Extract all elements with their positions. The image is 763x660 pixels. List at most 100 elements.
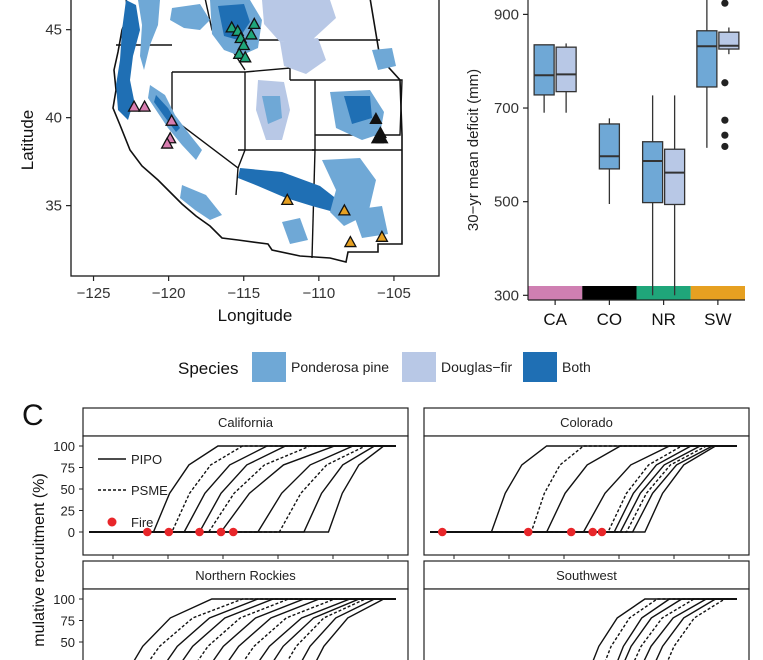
pipo-curve	[655, 598, 737, 660]
legend-label-douglas: Douglas−fir	[441, 359, 513, 375]
species-legend: Species Ponderosa pine Douglas−fir Both	[178, 352, 591, 382]
legend-swatch-ponderosa	[252, 352, 286, 382]
box-region-bars	[528, 286, 745, 300]
fire-point	[437, 527, 447, 537]
facet-strip-title: Colorado	[560, 415, 613, 430]
box-x-tick-label: CA	[543, 310, 567, 329]
site-marker-nr	[247, 17, 261, 30]
box-outlier	[721, 116, 729, 124]
site-marker-ca	[165, 113, 179, 126]
pipo-curve	[182, 598, 396, 660]
psme-curve	[243, 598, 396, 660]
facet-curves	[592, 598, 737, 660]
map-x-tick-label: −125	[77, 285, 111, 302]
pipo-curve	[624, 598, 737, 660]
fire-point	[588, 527, 598, 537]
box-y-tick-label: 700	[494, 100, 519, 117]
map-y-tick-label: 35	[45, 198, 62, 215]
panel-c-label: C	[22, 399, 44, 432]
legend-label-ponderosa: Ponderosa pine	[291, 359, 389, 375]
site-marker-ca	[138, 99, 152, 112]
map-x-tick-label: −105	[377, 285, 411, 302]
legend-swatch-both	[523, 352, 557, 382]
facet-y-tick-label: 75	[61, 461, 75, 476]
site-marker-ca	[127, 99, 141, 112]
map-y-tick-label: 45	[45, 22, 62, 39]
map-x-tick-label: −110	[302, 285, 335, 302]
fire-point	[164, 527, 174, 537]
facet-plot-border	[82, 435, 409, 556]
fire-point	[195, 527, 204, 537]
recruitment-facets: California 100 75 50 25 0 Colorado Northern Roc…	[53, 407, 750, 660]
fire-point	[143, 527, 152, 537]
fire-point	[523, 527, 533, 537]
psme-curve	[634, 598, 737, 660]
forest-socal	[180, 185, 222, 220]
facet-y-tick-label: 75	[61, 614, 75, 629]
site-marker-nr	[232, 46, 246, 59]
psme-curve	[89, 445, 396, 533]
box-x-ticks: CA CO NR SW	[543, 300, 732, 329]
site-marker-sw	[375, 229, 389, 242]
legend-fire-label: Fire	[131, 515, 153, 530]
map-sites	[127, 17, 389, 248]
box-x-tick-label: SW	[704, 310, 731, 329]
facet-y-tick-label: 100	[53, 592, 75, 607]
forest-utah-core	[262, 96, 282, 124]
pipo-curve	[430, 445, 737, 533]
facet-plot-border	[423, 588, 750, 660]
forest-cascades	[138, 0, 160, 70]
psme-curve	[89, 445, 396, 533]
facet-y-tick-label: 0	[68, 525, 75, 540]
pipo-curve	[643, 598, 737, 660]
box-x-tick-label: CO	[597, 310, 623, 329]
box-y-tick-label: 300	[494, 287, 519, 304]
box-body	[641, 141, 664, 204]
recruitment-ylabel: mulative recruitment (%)	[31, 473, 48, 646]
map-frame	[70, 0, 440, 277]
psme-curve	[430, 445, 737, 533]
box-outlier	[721, 142, 729, 151]
site-marker-sw	[343, 235, 357, 248]
pipo-curve	[316, 598, 396, 660]
psme-curve	[667, 598, 737, 660]
forest-az-south	[282, 218, 308, 244]
facet-california: California 100 75 50 25 0	[53, 407, 409, 559]
legend-pipo-label: PIPO	[131, 452, 162, 467]
region-bar-nr	[636, 286, 691, 300]
facet-plot-border	[423, 435, 750, 556]
map-axes: −125 −120 −115 −110 −105 35 40 45	[45, 22, 411, 302]
box-body	[533, 44, 555, 96]
site-marker-co	[375, 131, 389, 144]
site-marker-nr	[237, 38, 251, 51]
site-marker-nr	[225, 20, 239, 33]
forest-blue-mtns	[170, 4, 210, 30]
forest-black-hills	[372, 48, 396, 70]
site-marker-ca	[160, 136, 174, 149]
forest-ca-coast	[116, 0, 140, 120]
facet-strip-title: Northern Rockies	[195, 568, 296, 583]
pipo-curve	[301, 598, 396, 660]
box-outlier	[721, 79, 729, 87]
site-marker-nr	[238, 50, 252, 63]
box-body	[555, 46, 577, 93]
map-y-tick-label: 40	[45, 110, 62, 127]
box-outlier	[721, 131, 729, 139]
site-marker-sw	[280, 192, 294, 205]
fire-point	[216, 527, 226, 537]
box-marks	[533, 0, 740, 296]
fire-point	[228, 527, 238, 537]
forest-wyoming	[280, 38, 326, 74]
legend-psme-label: PSME	[131, 483, 168, 498]
ca-nv-line	[171, 72, 239, 196]
map-x-tick-label: −115	[227, 285, 260, 302]
recruitment-legend: PIPO PSME Fire	[98, 452, 168, 530]
pipo-curve	[273, 598, 396, 660]
box-axes: 300 500 700 900	[494, 6, 528, 304]
map-ylabel: Latitude	[18, 110, 37, 171]
legend-title: Species	[178, 359, 238, 378]
facet-colorado: Colorado	[423, 407, 750, 559]
region-bar-ca	[528, 286, 583, 300]
